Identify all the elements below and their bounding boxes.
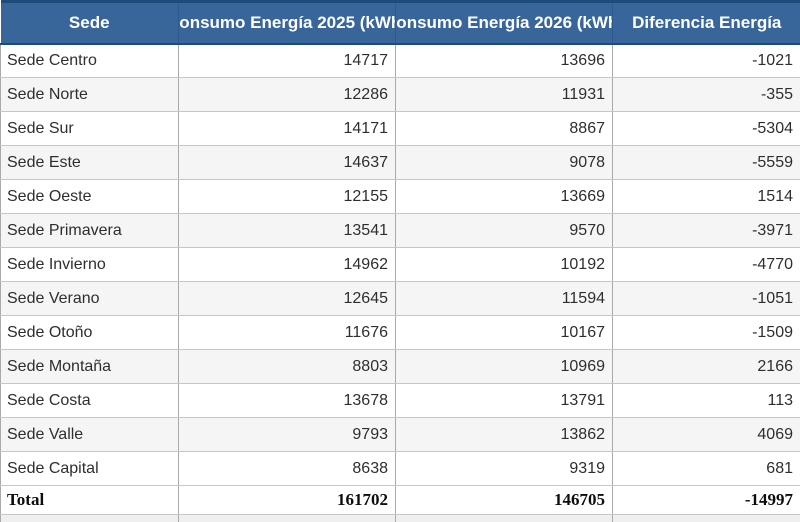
diferencia-cell: 1514 [612, 179, 800, 214]
consumo-2026-cell: 13669 [395, 179, 613, 214]
table-row: Sede Valle 9793 13862 4069 [0, 417, 800, 452]
header-cell-consumo-2025[interactable]: Consumo Energía 2025 (kWh) [178, 0, 396, 45]
consumo-2026-cell: 9319 [395, 451, 613, 486]
diferencia-cell: -1051 [612, 281, 800, 316]
sede-cell: Sede Invierno [0, 247, 179, 282]
header-cell-diferencia[interactable]: Diferencia Energía [612, 0, 800, 45]
consumo-2025-cell: 12645 [178, 281, 396, 316]
empty-cell [612, 514, 800, 522]
sede-cell: Sede Oeste [0, 179, 179, 214]
diferencia-cell: -5559 [612, 145, 800, 180]
table-row: Sede Norte 12286 11931 -355 [0, 77, 800, 112]
table-header: Sede Consumo Energía 2025 (kWh) Consumo … [0, 0, 800, 45]
diferencia-cell: 113 [612, 383, 800, 418]
table-row: Sede Invierno 14962 10192 -4770 [0, 247, 800, 282]
header-label-clip: Diferencia Energía [613, 13, 800, 33]
table-row: Sede Costa 13678 13791 113 [0, 383, 800, 418]
diferencia-cell: -1509 [612, 315, 800, 350]
header-label: Diferencia Energía [632, 12, 782, 32]
sede-cell: Sede Costa [0, 383, 179, 418]
consumo-2025-cell: 13541 [178, 213, 396, 248]
header-cell-sede[interactable]: Sede [0, 0, 179, 45]
clipped-bottom-row [0, 514, 800, 522]
sede-cell: Sede Primavera [0, 213, 179, 248]
table-row: Sede Verano 12645 11594 -1051 [0, 281, 800, 316]
consumo-2025-cell: 12155 [178, 179, 396, 214]
diferencia-cell: -5304 [612, 111, 800, 146]
header-label-clip: Consumo Energía 2025 (kWh) [179, 13, 395, 33]
total-row: Total 161702 146705 -14997 [0, 485, 800, 515]
header-label: Sede [68, 12, 110, 32]
sede-cell: Sede Capital [0, 451, 179, 486]
diferencia-cell: -4770 [612, 247, 800, 282]
table-row: Sede Este 14637 9078 -5559 [0, 145, 800, 180]
consumo-2026-cell: 10969 [395, 349, 613, 384]
sede-cell: Sede Norte [0, 77, 179, 112]
diferencia-cell: 2166 [612, 349, 800, 384]
header-row: Sede Consumo Energía 2025 (kWh) Consumo … [0, 0, 800, 45]
consumo-2025-cell: 14171 [178, 111, 396, 146]
empty-cell [178, 514, 396, 522]
consumo-2025-cell: 8803 [178, 349, 396, 384]
consumo-2025-cell: 14637 [178, 145, 396, 180]
header-label: Consumo Energía 2026 (kWh) [396, 12, 612, 32]
consumo-2025-cell: 13678 [178, 383, 396, 418]
header-label-clip: Consumo Energía 2026 (kWh) [396, 13, 612, 33]
sede-cell: Sede Sur [0, 111, 179, 146]
sede-cell: Sede Verano [0, 281, 179, 316]
consumo-2025-cell: 9793 [178, 417, 396, 452]
table-row: Sede Oeste 12155 13669 1514 [0, 179, 800, 214]
consumo-2026-cell: 11931 [395, 77, 613, 112]
consumo-2026-cell: 13791 [395, 383, 613, 418]
consumo-2026-cell: 9570 [395, 213, 613, 248]
consumo-2026-cell: 9078 [395, 145, 613, 180]
diferencia-cell: -355 [612, 77, 800, 112]
consumo-2026-cell: 13696 [395, 43, 613, 78]
table-row: Sede Sur 14171 8867 -5304 [0, 111, 800, 146]
consumo-2025-cell: 8638 [178, 451, 396, 486]
consumo-2026-cell: 10167 [395, 315, 613, 350]
total-consumo-2026-cell: 146705 [395, 485, 613, 515]
sede-cell: Sede Otoño [0, 315, 179, 350]
table-row: Sede Otoño 11676 10167 -1509 [0, 315, 800, 350]
consumo-2026-cell: 10192 [395, 247, 613, 282]
diferencia-cell: -3971 [612, 213, 800, 248]
consumo-2026-cell: 8867 [395, 111, 613, 146]
empty-cell [0, 514, 179, 522]
total-consumo-2025-cell: 161702 [178, 485, 396, 515]
table-row: Sede Primavera 13541 9570 -3971 [0, 213, 800, 248]
header-label-clip: Sede [1, 13, 179, 33]
table-row: Sede Centro 14717 13696 -1021 [0, 43, 800, 78]
consumo-2025-cell: 11676 [178, 315, 396, 350]
header-cell-consumo-2026[interactable]: Consumo Energía 2026 (kWh) [395, 0, 613, 45]
consumo-2026-cell: 13862 [395, 417, 613, 452]
consumo-2025-cell: 12286 [178, 77, 396, 112]
sede-cell: Sede Este [0, 145, 179, 180]
sede-cell: Sede Montaña [0, 349, 179, 384]
total-diferencia-cell: -14997 [612, 485, 800, 515]
empty-cell [395, 514, 613, 522]
sede-cell: Sede Centro [0, 43, 179, 78]
table-row: Sede Montaña 8803 10969 2166 [0, 349, 800, 384]
consumo-2026-cell: 11594 [395, 281, 613, 316]
diferencia-cell: -1021 [612, 43, 800, 78]
total-label-cell: Total [0, 485, 179, 515]
sede-cell: Sede Valle [0, 417, 179, 452]
header-label: Consumo Energía 2025 (kWh) [179, 12, 395, 32]
diferencia-cell: 681 [612, 451, 800, 486]
table-body: Sede Centro 14717 13696 -1021 Sede Norte… [0, 43, 800, 522]
consumo-2025-cell: 14717 [178, 43, 396, 78]
diferencia-cell: 4069 [612, 417, 800, 452]
table-row: Sede Capital 8638 9319 681 [0, 451, 800, 486]
consumo-2025-cell: 14962 [178, 247, 396, 282]
